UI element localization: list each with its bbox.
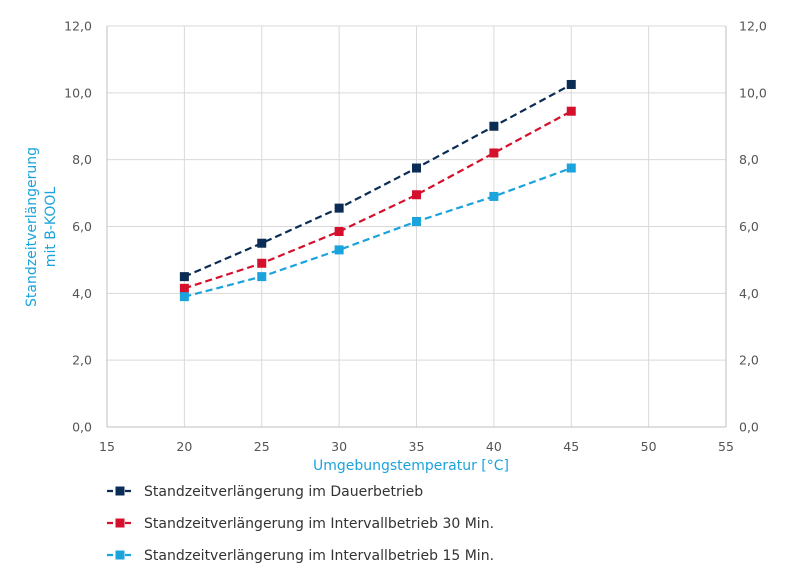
x-tick-label: 45 [563,439,579,454]
y-tick-label-left: 12,0 [64,19,92,34]
data-point [566,79,576,89]
data-point [257,272,267,282]
plot-frame [106,26,727,428]
data-point [334,203,344,213]
x-tick-label: 35 [409,439,425,454]
data-point [566,163,576,173]
legend-label: Standzeitverlängerung im Intervallbetrie… [144,516,494,532]
y-axis-right-ticks: 0,0 2,0 4,0 6,0 8,0 10,0 12,0 [739,19,767,435]
y-tick-label-right: 4,0 [739,286,759,301]
legend-marker [115,550,125,560]
x-tick-label: 30 [331,439,347,454]
legend-marker [115,518,125,528]
y-tick-label-left: 0,0 [72,420,92,435]
data-point [412,216,421,226]
data-point [257,258,267,268]
y-axis-left-ticks: 0,0 2,0 4,0 6,0 8,0 10,0 12,0 [64,19,92,435]
data-point [412,163,421,173]
series-layer [179,79,576,302]
y-tick-label-right: 2,0 [739,353,759,368]
data-point [489,191,499,201]
legend-item: Standzeitverlängerung im Intervallbetrie… [107,516,494,532]
legend-label: Standzeitverlängerung im Intervallbetrie… [144,548,494,564]
data-point [489,121,499,131]
x-axis-ticks: 15 20 25 30 35 40 45 50 55 [99,439,734,454]
data-point [179,292,189,302]
y-tick-label-left: 10,0 [64,85,92,100]
x-tick-label: 20 [176,439,192,454]
x-tick-label: 50 [641,439,657,454]
legend-marker [115,486,125,496]
y-axis-title-line1: Standzeitverlängerung [24,147,40,307]
legend-item: Standzeitverlängerung im Dauerbetrieb [107,484,423,500]
x-tick-label: 55 [718,439,734,454]
y-tick-label-left: 6,0 [72,219,92,234]
x-tick-label: 15 [99,439,115,454]
data-point [179,283,189,293]
y-tick-label-right: 0,0 [739,420,759,435]
y-axis-title: Standzeitverlängerung mit B-KOOL [24,147,59,307]
y-tick-label-left: 2,0 [72,353,92,368]
y-tick-label-right: 8,0 [739,152,759,167]
grid [107,25,726,427]
y-tick-label-right: 6,0 [739,219,759,234]
legend-item: Standzeitverlängerung im Intervallbetrie… [107,548,494,564]
x-tick-label: 40 [486,439,502,454]
data-point [334,227,344,237]
y-axis-title-line2: mit B-KOOL [43,187,59,268]
x-tick-label: 25 [254,439,270,454]
series-line [184,110,572,290]
data-point [489,148,499,158]
data-point [179,272,189,282]
series-line [184,166,572,298]
data-point [257,238,267,248]
data-point [334,245,344,255]
legend: Standzeitverlängerung im Dauerbetrieb Sta… [107,484,494,564]
x-axis-title: Umgebungstemperatur [°C] [313,458,509,474]
series-1 [179,79,576,282]
series-line [183,83,572,278]
series-2 [179,106,576,293]
y-tick-label-left: 8,0 [72,152,92,167]
y-tick-label-right: 10,0 [739,85,767,100]
data-point [566,106,576,116]
data-point [412,190,421,200]
y-tick-label-left: 4,0 [72,286,92,301]
y-tick-label-right: 12,0 [739,19,767,34]
legend-label: Standzeitverlängerung im Dauerbetrieb [144,484,423,500]
series-3 [179,163,576,302]
